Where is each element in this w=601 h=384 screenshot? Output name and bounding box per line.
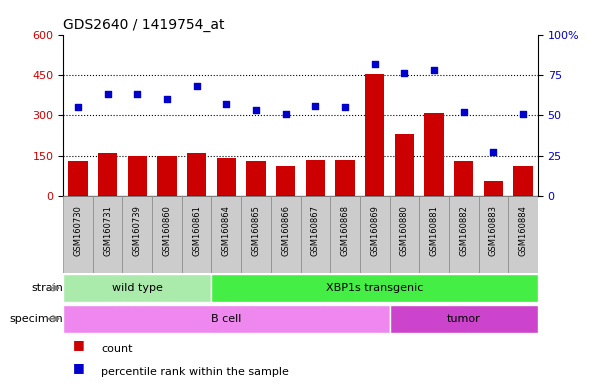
FancyBboxPatch shape xyxy=(419,196,449,273)
Point xyxy=(222,101,231,107)
FancyBboxPatch shape xyxy=(123,196,152,273)
Point xyxy=(429,67,439,73)
Point xyxy=(73,104,83,110)
Text: GSM160867: GSM160867 xyxy=(311,205,320,256)
Bar xyxy=(365,73,384,196)
FancyBboxPatch shape xyxy=(152,196,182,273)
FancyBboxPatch shape xyxy=(449,196,478,273)
FancyBboxPatch shape xyxy=(63,305,389,333)
FancyBboxPatch shape xyxy=(212,274,538,302)
Point xyxy=(340,104,350,110)
Text: tumor: tumor xyxy=(447,314,481,324)
Text: GSM160883: GSM160883 xyxy=(489,205,498,256)
FancyBboxPatch shape xyxy=(508,196,538,273)
Text: GSM160866: GSM160866 xyxy=(281,205,290,256)
Point xyxy=(400,70,409,76)
Text: count: count xyxy=(101,344,133,354)
Text: GSM160868: GSM160868 xyxy=(341,205,350,256)
FancyBboxPatch shape xyxy=(212,196,241,273)
FancyBboxPatch shape xyxy=(330,196,360,273)
Bar xyxy=(484,181,503,196)
Bar xyxy=(454,161,474,196)
Bar xyxy=(306,160,325,196)
Text: GSM160730: GSM160730 xyxy=(73,205,82,256)
Point xyxy=(489,149,498,156)
Point xyxy=(311,103,320,109)
Bar xyxy=(157,156,177,196)
Point xyxy=(162,96,172,102)
Text: GDS2640 / 1419754_at: GDS2640 / 1419754_at xyxy=(63,18,225,32)
Point xyxy=(370,61,379,67)
Text: GSM160864: GSM160864 xyxy=(222,205,231,256)
FancyBboxPatch shape xyxy=(300,196,330,273)
Point xyxy=(459,109,469,115)
FancyBboxPatch shape xyxy=(271,196,300,273)
FancyBboxPatch shape xyxy=(63,196,93,273)
FancyBboxPatch shape xyxy=(360,196,389,273)
Point xyxy=(103,91,112,97)
Bar xyxy=(513,166,532,196)
Text: GSM160884: GSM160884 xyxy=(519,205,528,256)
Text: specimen: specimen xyxy=(10,314,63,324)
Text: GSM160731: GSM160731 xyxy=(103,205,112,256)
Bar xyxy=(335,161,355,196)
Point xyxy=(251,107,261,113)
Point xyxy=(518,111,528,117)
Bar xyxy=(127,156,147,196)
FancyBboxPatch shape xyxy=(63,274,212,302)
Point xyxy=(281,111,290,117)
Point xyxy=(192,83,201,89)
Text: ■: ■ xyxy=(73,338,84,351)
Text: wild type: wild type xyxy=(112,283,163,293)
Bar xyxy=(69,161,88,196)
Text: GSM160739: GSM160739 xyxy=(133,205,142,256)
Text: GSM160869: GSM160869 xyxy=(370,205,379,256)
Bar xyxy=(217,158,236,196)
FancyBboxPatch shape xyxy=(478,196,508,273)
Text: GSM160865: GSM160865 xyxy=(251,205,260,256)
Text: GSM160880: GSM160880 xyxy=(400,205,409,256)
FancyBboxPatch shape xyxy=(182,196,212,273)
Text: GSM160860: GSM160860 xyxy=(162,205,171,256)
FancyBboxPatch shape xyxy=(389,196,419,273)
Bar xyxy=(98,153,117,196)
Text: XBP1s transgenic: XBP1s transgenic xyxy=(326,283,423,293)
Text: percentile rank within the sample: percentile rank within the sample xyxy=(101,367,289,377)
FancyBboxPatch shape xyxy=(389,305,538,333)
Bar xyxy=(395,134,414,196)
Text: GSM160861: GSM160861 xyxy=(192,205,201,256)
Bar xyxy=(187,153,206,196)
Text: GSM160882: GSM160882 xyxy=(459,205,468,256)
Bar xyxy=(424,113,444,196)
FancyBboxPatch shape xyxy=(241,196,271,273)
FancyBboxPatch shape xyxy=(93,196,123,273)
Bar xyxy=(276,166,295,196)
Text: ■: ■ xyxy=(73,361,84,374)
Text: B cell: B cell xyxy=(211,314,242,324)
Text: GSM160881: GSM160881 xyxy=(430,205,439,256)
Point xyxy=(132,91,142,97)
Text: strain: strain xyxy=(31,283,63,293)
Bar xyxy=(246,161,266,196)
